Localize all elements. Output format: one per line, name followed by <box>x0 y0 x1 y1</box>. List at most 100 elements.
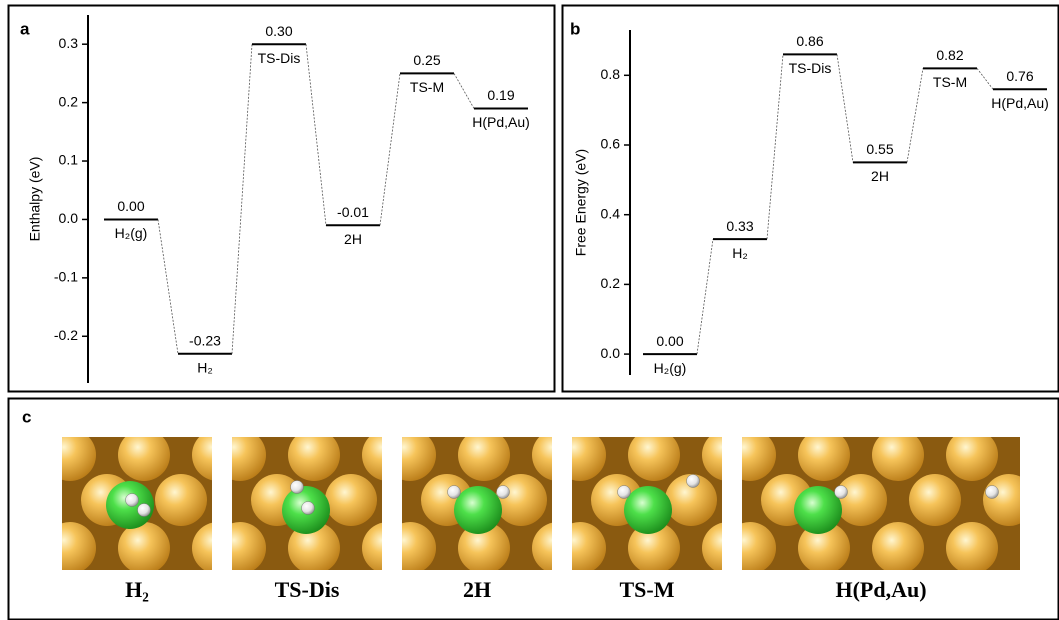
y-tick-label: 0.3 <box>59 35 79 51</box>
connector <box>454 73 474 108</box>
au-atom <box>872 522 924 574</box>
structure-caption: TS-M <box>620 577 675 602</box>
h-atom <box>302 502 315 515</box>
y-tick-label: 0.2 <box>59 93 79 109</box>
structure-caption: 2H <box>463 577 491 602</box>
au-atom <box>724 522 776 574</box>
au-atom <box>44 522 96 574</box>
y-axis-label: Free Energy (eV) <box>573 149 589 256</box>
connector <box>767 54 783 239</box>
au-atom <box>724 429 776 481</box>
value-label: 0.76 <box>1006 68 1033 84</box>
au-atom <box>983 474 1035 526</box>
state-label: H₂(g) <box>115 225 148 241</box>
page: c aEnthalpy (eV)-0.2-0.10.00.10.20.30.00… <box>0 0 1059 620</box>
au-atom <box>0 429 22 481</box>
y-tick-label: 0.4 <box>601 205 621 221</box>
au-atom <box>118 429 170 481</box>
value-label: 0.19 <box>487 87 514 103</box>
au-atom <box>118 522 170 574</box>
au-atom <box>288 429 340 481</box>
connector <box>306 44 326 225</box>
au-atom <box>1020 522 1059 574</box>
h-atom <box>138 504 151 517</box>
h-atom <box>986 486 999 499</box>
au-atom <box>7 474 59 526</box>
au-atom <box>384 522 436 574</box>
state-label: 2H <box>871 168 889 184</box>
structure-caption: H(Pd,Au) <box>835 577 926 602</box>
h-atom <box>618 486 631 499</box>
connector <box>907 68 923 162</box>
connector <box>158 219 178 353</box>
panel-label: c <box>22 407 31 426</box>
h-atom <box>448 486 461 499</box>
h-atom <box>291 481 304 494</box>
panel-label: b <box>570 19 580 38</box>
y-tick-label: -0.2 <box>54 327 78 343</box>
value-label: -0.23 <box>189 332 221 348</box>
y-axis-label: Enthalpy (eV) <box>27 157 43 242</box>
au-atom <box>872 429 924 481</box>
y-tick-label: 0.1 <box>59 152 79 168</box>
value-label: 0.00 <box>656 333 683 349</box>
value-label: 0.82 <box>936 47 963 63</box>
structure-tile <box>0 429 244 574</box>
au-atom <box>214 429 266 481</box>
state-label: TS-Dis <box>258 50 301 66</box>
state-label: H₂ <box>732 245 748 261</box>
au-atom <box>946 522 998 574</box>
au-atom <box>495 474 547 526</box>
value-label: 0.55 <box>866 141 893 157</box>
y-tick-label: -0.1 <box>54 269 78 285</box>
au-atom <box>946 429 998 481</box>
au-atom <box>554 522 606 574</box>
au-atom <box>798 429 850 481</box>
pd-atom <box>454 486 502 534</box>
state-label: H(Pd,Au) <box>472 114 530 130</box>
au-atom <box>384 429 436 481</box>
y-tick-label: 0.6 <box>601 136 621 152</box>
figure: c aEnthalpy (eV)-0.2-0.10.00.10.20.30.00… <box>0 0 1059 620</box>
y-tick-label: 0.0 <box>59 210 79 226</box>
state-label: TS-M <box>933 74 967 90</box>
connector <box>977 68 993 89</box>
state-label: H(Pd,Au) <box>991 95 1049 111</box>
value-label: 0.00 <box>117 198 144 214</box>
h-atom <box>835 486 848 499</box>
au-atom <box>458 429 510 481</box>
au-atom <box>909 474 961 526</box>
au-atom <box>554 429 606 481</box>
h-atom <box>126 494 139 507</box>
connector <box>380 73 400 225</box>
h-atom <box>497 486 510 499</box>
au-atom <box>835 474 887 526</box>
connector <box>232 44 252 354</box>
y-tick-label: 0.0 <box>601 345 621 361</box>
state-label: 2H <box>344 231 362 247</box>
au-atom <box>0 522 22 574</box>
panel-label: a <box>20 19 30 38</box>
structure-caption: TS-Dis <box>275 577 340 602</box>
au-atom <box>155 474 207 526</box>
state-label: TS-Dis <box>789 60 832 76</box>
au-atom <box>214 522 266 574</box>
state-label: H₂(g) <box>654 360 687 376</box>
connector <box>697 239 713 354</box>
connector <box>837 54 853 162</box>
value-label: 0.30 <box>265 23 292 39</box>
h-atom <box>687 475 700 488</box>
value-label: -0.01 <box>337 204 369 220</box>
pd-atom <box>624 486 672 534</box>
au-atom <box>44 429 96 481</box>
state-label: TS-M <box>410 79 444 95</box>
y-tick-label: 0.2 <box>601 275 621 291</box>
au-atom <box>1020 429 1059 481</box>
value-label: 0.25 <box>413 52 440 68</box>
au-atom <box>628 429 680 481</box>
au-atom <box>325 474 377 526</box>
structure-caption: H₂ <box>125 577 149 602</box>
state-label: H₂ <box>197 359 213 375</box>
value-label: 0.33 <box>726 218 753 234</box>
y-tick-label: 0.8 <box>601 66 621 82</box>
